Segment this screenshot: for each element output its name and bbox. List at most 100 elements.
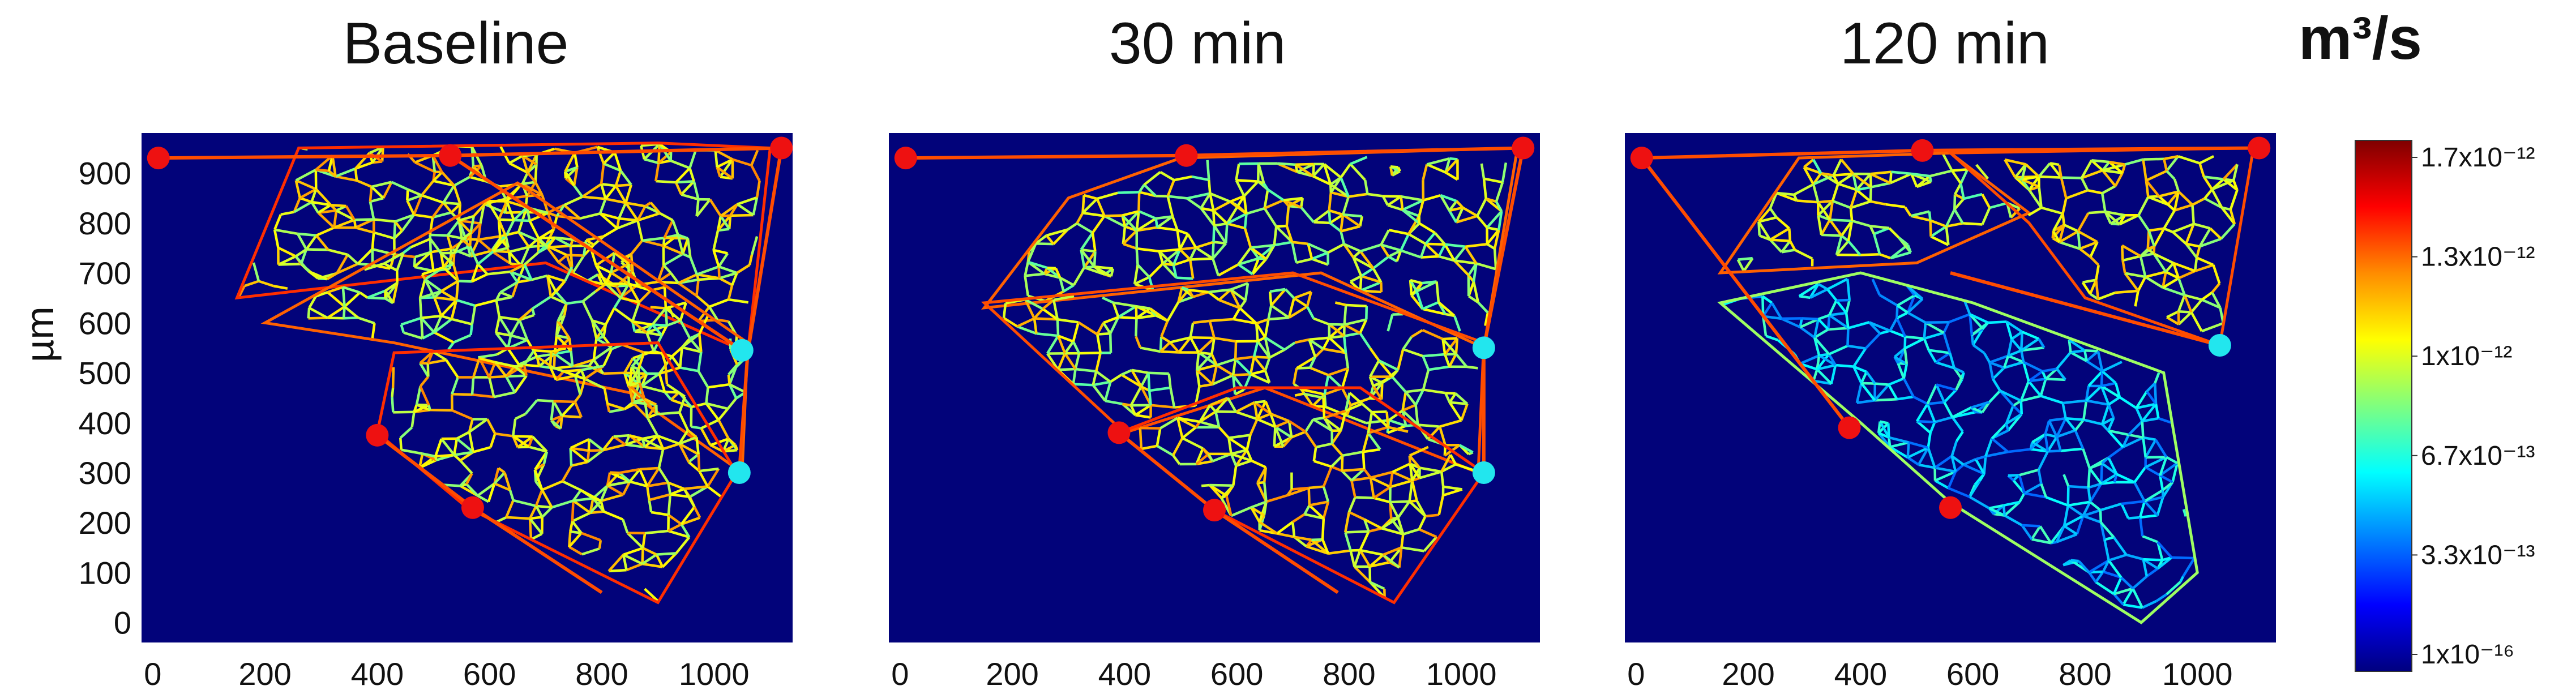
network-segment [1975,455,1986,461]
network-segment [2190,311,2203,332]
network-segment [442,202,453,213]
network-segment [659,212,674,222]
network-segment [1917,447,1929,466]
network-segment [477,482,495,497]
network-segment [1359,281,1382,292]
network-segment [498,316,512,336]
network-segment [1095,370,1111,383]
network-segment [510,270,532,281]
network-segment [648,499,653,513]
network-segment [1440,194,1457,203]
network-segment [1282,436,1293,448]
network-segment [1229,289,1241,309]
network-segment [1486,197,1497,203]
network-segment [1828,299,1838,316]
network-segment [1156,444,1174,457]
network-segment [1345,402,1363,412]
network-segment [2185,223,2195,245]
network-segment [2086,350,2099,362]
network-segment [1388,255,1398,263]
network-segment [315,226,335,237]
network-segment [453,185,461,205]
network-segment [2039,525,2052,544]
chart-panel-0: 0 200 400 600 800 100001002003004005006007008… [79,133,793,692]
network-segment [1942,332,1952,354]
network-segment [1293,297,1308,308]
network-segment [1263,467,1268,483]
network-segment [680,180,695,196]
network-segment [1093,265,1112,278]
network-segment [567,254,584,257]
network-segment [2177,277,2186,296]
network-segment [614,185,627,204]
network-segment [299,196,313,204]
network-segment [1929,421,1936,434]
network-segment [2090,159,2104,172]
network-segment [657,448,665,469]
network-segment [2044,367,2058,380]
network-segment [645,486,651,500]
network-segment [1855,189,1872,203]
network-segment [613,307,634,323]
network-segment [2028,378,2046,383]
network-segment [1197,337,1216,354]
network-segment [1816,368,1833,385]
network-segment [1024,299,1035,319]
network-segment [2068,485,2089,489]
network-segment [2123,603,2143,609]
network-segment [1927,349,1937,363]
network-segment [1349,163,1366,181]
network-segment [658,366,681,375]
network-segment [603,162,622,172]
network-segment [2088,482,2102,489]
network-segment [1812,158,1822,174]
network-segment [1456,200,1464,209]
network-segment [1793,183,1815,196]
network-segment [1045,234,1055,245]
network-segment [336,262,358,275]
network-segment [1377,359,1393,378]
network-segment [642,547,657,556]
network-segment [681,516,701,526]
network-segment [2100,502,2122,512]
network-segment [1250,246,1267,260]
network-segment [555,204,566,217]
network-segment [726,397,738,410]
network-segment [593,346,613,361]
network-segment [1135,306,1138,319]
network-segment [1809,283,1820,299]
network-segment [1448,200,1458,212]
network-segment [1306,291,1313,307]
network-segment [1133,264,1139,285]
network-segment [2141,599,2157,609]
network-segment [1353,566,1371,584]
network-segment [1136,305,1150,310]
network-segment [1016,317,1035,328]
network-segment [311,200,331,207]
network-segment [1934,415,1953,423]
network-segment [2142,159,2148,181]
network-segment [2004,158,2017,178]
network-segment [727,374,731,385]
network-segment [2024,492,2047,499]
network-segment [445,359,459,378]
network-segment [1868,321,1891,332]
network-segment [2068,340,2072,353]
network-segment [2232,164,2239,181]
network-segment [1308,485,1324,490]
network-segment [1380,383,1384,400]
network-segment [1237,263,1253,276]
network-segment [1095,352,1102,372]
network-segment [1288,305,1308,319]
network-segment [1776,191,1794,196]
network-segment [1341,387,1352,406]
network-segment [1329,209,1343,216]
network-segment [1096,322,1105,335]
network-segment [420,317,435,333]
network-segment [1309,500,1329,507]
network-segment [677,233,688,240]
network-segment [2134,290,2139,307]
network-segment [2108,396,2121,406]
network-segment [1419,466,1442,473]
network-segment [1263,207,1278,228]
